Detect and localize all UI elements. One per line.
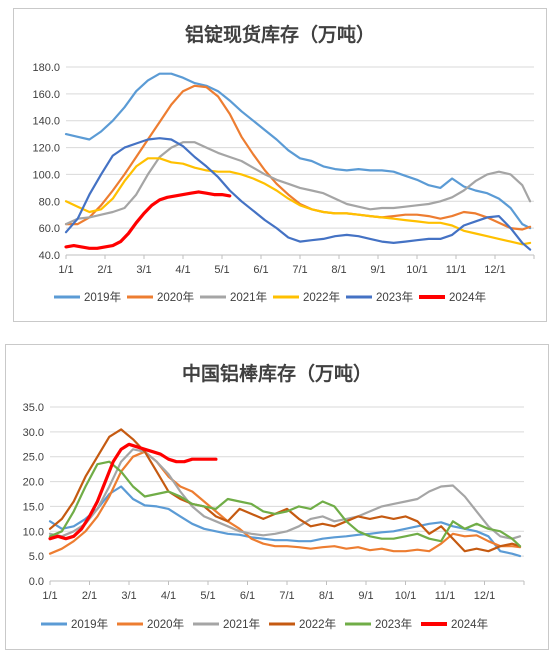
- x-tick-label: 3/1: [121, 590, 136, 602]
- legend-label: 2021年: [230, 290, 267, 304]
- y-tick-label: 140.0: [32, 116, 60, 128]
- x-tick-label: 4/1: [161, 590, 176, 602]
- x-tick-label: 6/1: [240, 590, 255, 602]
- series-line-2020: [64, 84, 532, 231]
- y-tick-label: 30.0: [23, 427, 44, 439]
- y-tick-label: 120.0: [32, 143, 60, 155]
- legend-label: 2024年: [449, 290, 486, 304]
- y-tick-label: 80.0: [39, 196, 60, 208]
- y-tick-label: 25.0: [23, 452, 44, 464]
- legend-label: 2022年: [299, 617, 336, 631]
- x-tick-label: 2/1: [82, 590, 97, 602]
- x-tick-label: 3/1: [136, 264, 151, 276]
- y-tick-label: 0.0: [29, 576, 44, 588]
- series-line-2022: [64, 157, 532, 246]
- series-line-2023: [48, 460, 522, 548]
- chart-title: 中国铝棒库存（万吨）: [182, 362, 372, 385]
- legend-label: 2020年: [157, 290, 194, 304]
- series-line-2019: [48, 485, 522, 558]
- legend-label: 2023年: [376, 290, 413, 304]
- x-tick-label: 8/1: [331, 264, 346, 276]
- x-tick-label: 2/1: [97, 264, 112, 276]
- y-tick-label: 5.0: [29, 551, 44, 563]
- x-tick-label: 10/1: [406, 264, 427, 276]
- legend-label: 2019年: [71, 617, 108, 631]
- x-tick-label: 6/1: [253, 264, 268, 276]
- chart-panel-aluminum-ingot: 铝锭现货库存（万吨） 40.0 60.0 80.0 100.0 120.0 140.0 160…: [13, 8, 547, 322]
- y-tick-label: 100.0: [32, 169, 60, 181]
- chart-panel-aluminum-rod: 中国铝棒库存（万吨） 0.0 5.0 10.0 15.0 20.0 25.0 30.0 35.0…: [5, 344, 549, 650]
- x-tick-label: 1/1: [42, 590, 57, 602]
- chart-svg-ingot: 铝锭现货库存（万吨） 40.0 60.0 80.0 100.0 120.0 140.0 160…: [32, 23, 535, 304]
- x-tick-label: 9/1: [358, 590, 373, 602]
- x-tick-label: 9/1: [370, 264, 385, 276]
- legend-label: 2021年: [223, 617, 260, 631]
- legend-label: 2024年: [451, 617, 488, 631]
- series-line-2024: [64, 190, 232, 250]
- x-tick-label: 7/1: [292, 264, 307, 276]
- chart-svg-rod: 中国铝棒库存（万吨） 0.0 5.0 10.0 15.0 20.0 25.0 30.0 35.0…: [23, 362, 525, 631]
- x-tick-label: 12/1: [474, 590, 495, 602]
- x-tick-label: 5/1: [200, 590, 215, 602]
- series-line-2022: [48, 428, 522, 553]
- x-tick-label: 1/1: [58, 264, 73, 276]
- x-tick-label: 4/1: [175, 264, 190, 276]
- y-tick-label: 10.0: [23, 526, 44, 538]
- series-line-2020: [48, 450, 522, 555]
- x-tick-label: 12/1: [484, 264, 505, 276]
- y-tick-label: 40.0: [39, 250, 60, 262]
- y-tick-label: 35.0: [23, 402, 44, 414]
- y-tick-label: 180.0: [32, 62, 60, 74]
- x-tick-label: 10/1: [395, 590, 416, 602]
- y-tick-label: 60.0: [39, 223, 60, 235]
- legend-label: 2023年: [375, 617, 412, 631]
- x-tick-label: 5/1: [214, 264, 229, 276]
- y-tick-label: 15.0: [23, 501, 44, 513]
- x-tick-label: 7/1: [279, 590, 294, 602]
- x-tick-label: 8/1: [319, 590, 334, 602]
- legend-label: 2019年: [84, 290, 121, 304]
- chart-title: 铝锭现货库存（万吨）: [185, 23, 375, 46]
- y-tick-label: 160.0: [32, 89, 60, 101]
- legend-label: 2020年: [147, 617, 184, 631]
- series-line-2024: [48, 442, 218, 541]
- x-tick-label: 11/1: [446, 264, 467, 276]
- series-line-2021: [64, 141, 532, 226]
- legend-label: 2022年: [303, 290, 340, 304]
- series-line-2019: [64, 72, 532, 230]
- x-tick-label: 11/1: [435, 590, 456, 602]
- series-line-2023: [64, 137, 532, 251]
- y-tick-label: 20.0: [23, 477, 44, 489]
- series-line-2021: [48, 448, 522, 540]
